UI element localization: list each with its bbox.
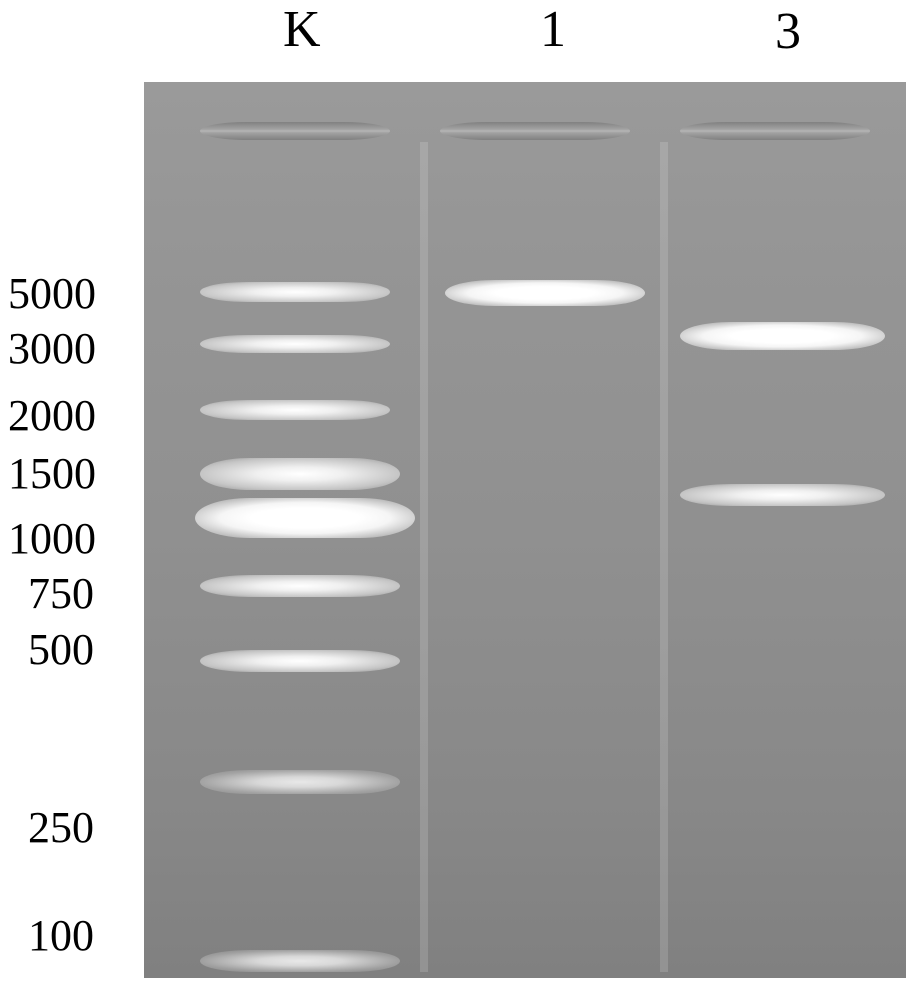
lane-edge <box>660 142 668 972</box>
lane-label-1: 1 <box>540 0 566 59</box>
marker-1000: 1000 <box>8 513 96 564</box>
band-k-1500 <box>200 458 400 490</box>
well-lane-3 <box>680 122 870 140</box>
band-3-lower <box>680 484 885 506</box>
marker-5000: 5000 <box>8 268 96 319</box>
band-k-500 <box>200 650 400 672</box>
lane-edge <box>420 142 428 972</box>
band-k-5000 <box>200 282 390 302</box>
band-1-main <box>445 280 645 306</box>
band-3-upper <box>680 322 885 350</box>
marker-2000: 2000 <box>8 390 96 441</box>
band-k-750 <box>200 575 400 597</box>
marker-1500: 1500 <box>8 448 96 499</box>
lane-label-k: K <box>283 0 321 59</box>
band-k-250 <box>200 770 400 794</box>
lane-label-3: 3 <box>775 2 801 61</box>
figure-container: K 1 3 5000 3000 2000 1500 1000 750 500 2… <box>0 0 908 1000</box>
well-lane-1 <box>440 122 630 140</box>
band-k-1000 <box>195 498 415 538</box>
marker-500: 500 <box>28 624 94 675</box>
band-k-100 <box>200 950 400 972</box>
marker-3000: 3000 <box>8 323 96 374</box>
well-lane-k <box>200 122 390 140</box>
marker-100: 100 <box>28 910 94 961</box>
gel-background <box>144 82 906 978</box>
marker-250: 250 <box>28 802 94 853</box>
marker-750: 750 <box>28 568 94 619</box>
band-k-2000 <box>200 400 390 420</box>
band-k-3000 <box>200 335 390 353</box>
